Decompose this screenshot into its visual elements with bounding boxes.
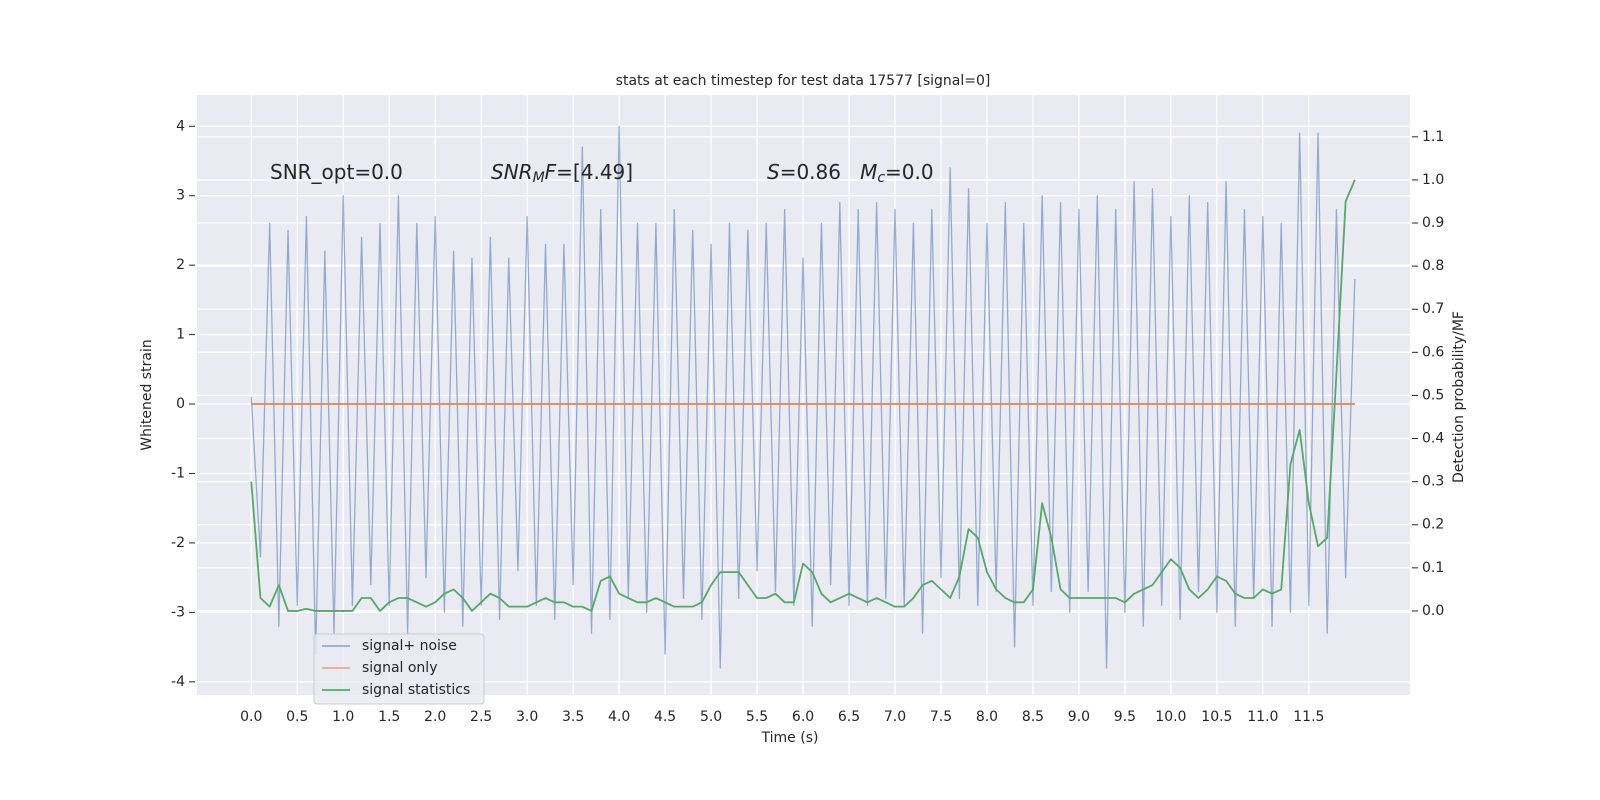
x-tick-label: 2.5 [470,709,492,725]
annotation-part: =0.0 [885,160,934,184]
series-line [250,125,1356,669]
x-tick-label: 8.0 [976,709,998,725]
x-tick-label: 3.5 [562,709,584,725]
x-tick-label: 6.0 [792,709,814,725]
annotation-part: M [533,170,545,186]
y2-tick-label: 0.7 [1422,301,1444,317]
y-tick-label: 2 [176,257,185,273]
annotation-part: S [767,160,780,184]
y2-tick-label: 0.2 [1422,517,1444,533]
annotation: SNR_opt=0.0 [270,160,403,184]
y-tick-label: 0 [176,396,185,412]
x-tick-label: 1.0 [332,709,354,725]
y2-tick-label: 0.1 [1422,560,1444,576]
y-axis-label: Whitened strain [139,339,155,450]
annotation-part: SNR [491,160,533,184]
annotation-part: M [860,160,877,184]
x-tick-label: 10.5 [1201,709,1232,725]
x-tick-label: 9.0 [1068,709,1090,725]
annotation: S=0.86 Mc=0.0 [767,160,934,187]
annotation: SNRMF=[4.49] [491,160,633,187]
legend-box [313,633,485,705]
x-tick-label: 4.5 [654,709,676,725]
y-tick-label: -3 [171,604,185,620]
annotation-part: c [877,170,885,186]
x-axis-label: Time (s) [761,730,819,746]
y2-tick-label: 0.3 [1422,474,1444,490]
y-tick-label: -2 [171,535,185,551]
y-tick-label: 4 [176,118,185,134]
x-tick-label: 5.5 [746,709,768,725]
x-tick-label: 7.0 [884,709,906,725]
x-tick-label: 0.5 [286,709,308,725]
chart-title: stats at each timestep for test data 175… [616,73,991,89]
legend-label: signal statistics [362,682,470,698]
x-tick-label: 0.0 [240,709,262,725]
x-tick-label: 6.5 [838,709,860,725]
annotation-part: SNR_opt=0.0 [270,160,403,184]
y-tick-label: 3 [176,188,185,204]
y2-tick-label: 1.0 [1422,172,1444,188]
y2-tick-label: 0.6 [1422,344,1444,360]
annotation-part: F [545,160,557,184]
x-tick-label: 10.0 [1155,709,1186,725]
y2-tick-label: 0.9 [1422,215,1444,231]
y2-tick-label: 0.8 [1422,258,1444,274]
y2-tick-label: 0.4 [1422,431,1444,447]
x-tick-label: 11.0 [1247,709,1278,725]
x-tick-label: 8.5 [1022,709,1044,725]
x-tick-label: 9.5 [1114,709,1136,725]
y-tick-label: -1 [171,465,185,481]
y2-tick-label: 1.1 [1422,129,1444,145]
legend-label: signal only [362,660,437,676]
x-tick-label: 7.5 [930,709,952,725]
x-tick-label: 1.5 [378,709,400,725]
x-tick-label: 5.0 [700,709,722,725]
y2-axis-label: Detection probability/MF [1451,311,1467,483]
x-tick-label: 2.0 [424,709,446,725]
y2-tick-label: 0.0 [1422,603,1444,619]
y-tick-label: 1 [176,327,185,343]
y2-tick-label: 0.5 [1422,387,1444,403]
y-tick-label: -4 [171,674,185,690]
series-line [250,179,1356,612]
annotation-part: =[4.49] [556,160,633,184]
x-tick-label: 11.5 [1293,709,1324,725]
legend-label: signal+ noise [362,638,457,654]
x-tick-label: 3.0 [516,709,538,725]
annotation-part: =0.86 [780,160,860,184]
x-tick-label: 4.0 [608,709,630,725]
